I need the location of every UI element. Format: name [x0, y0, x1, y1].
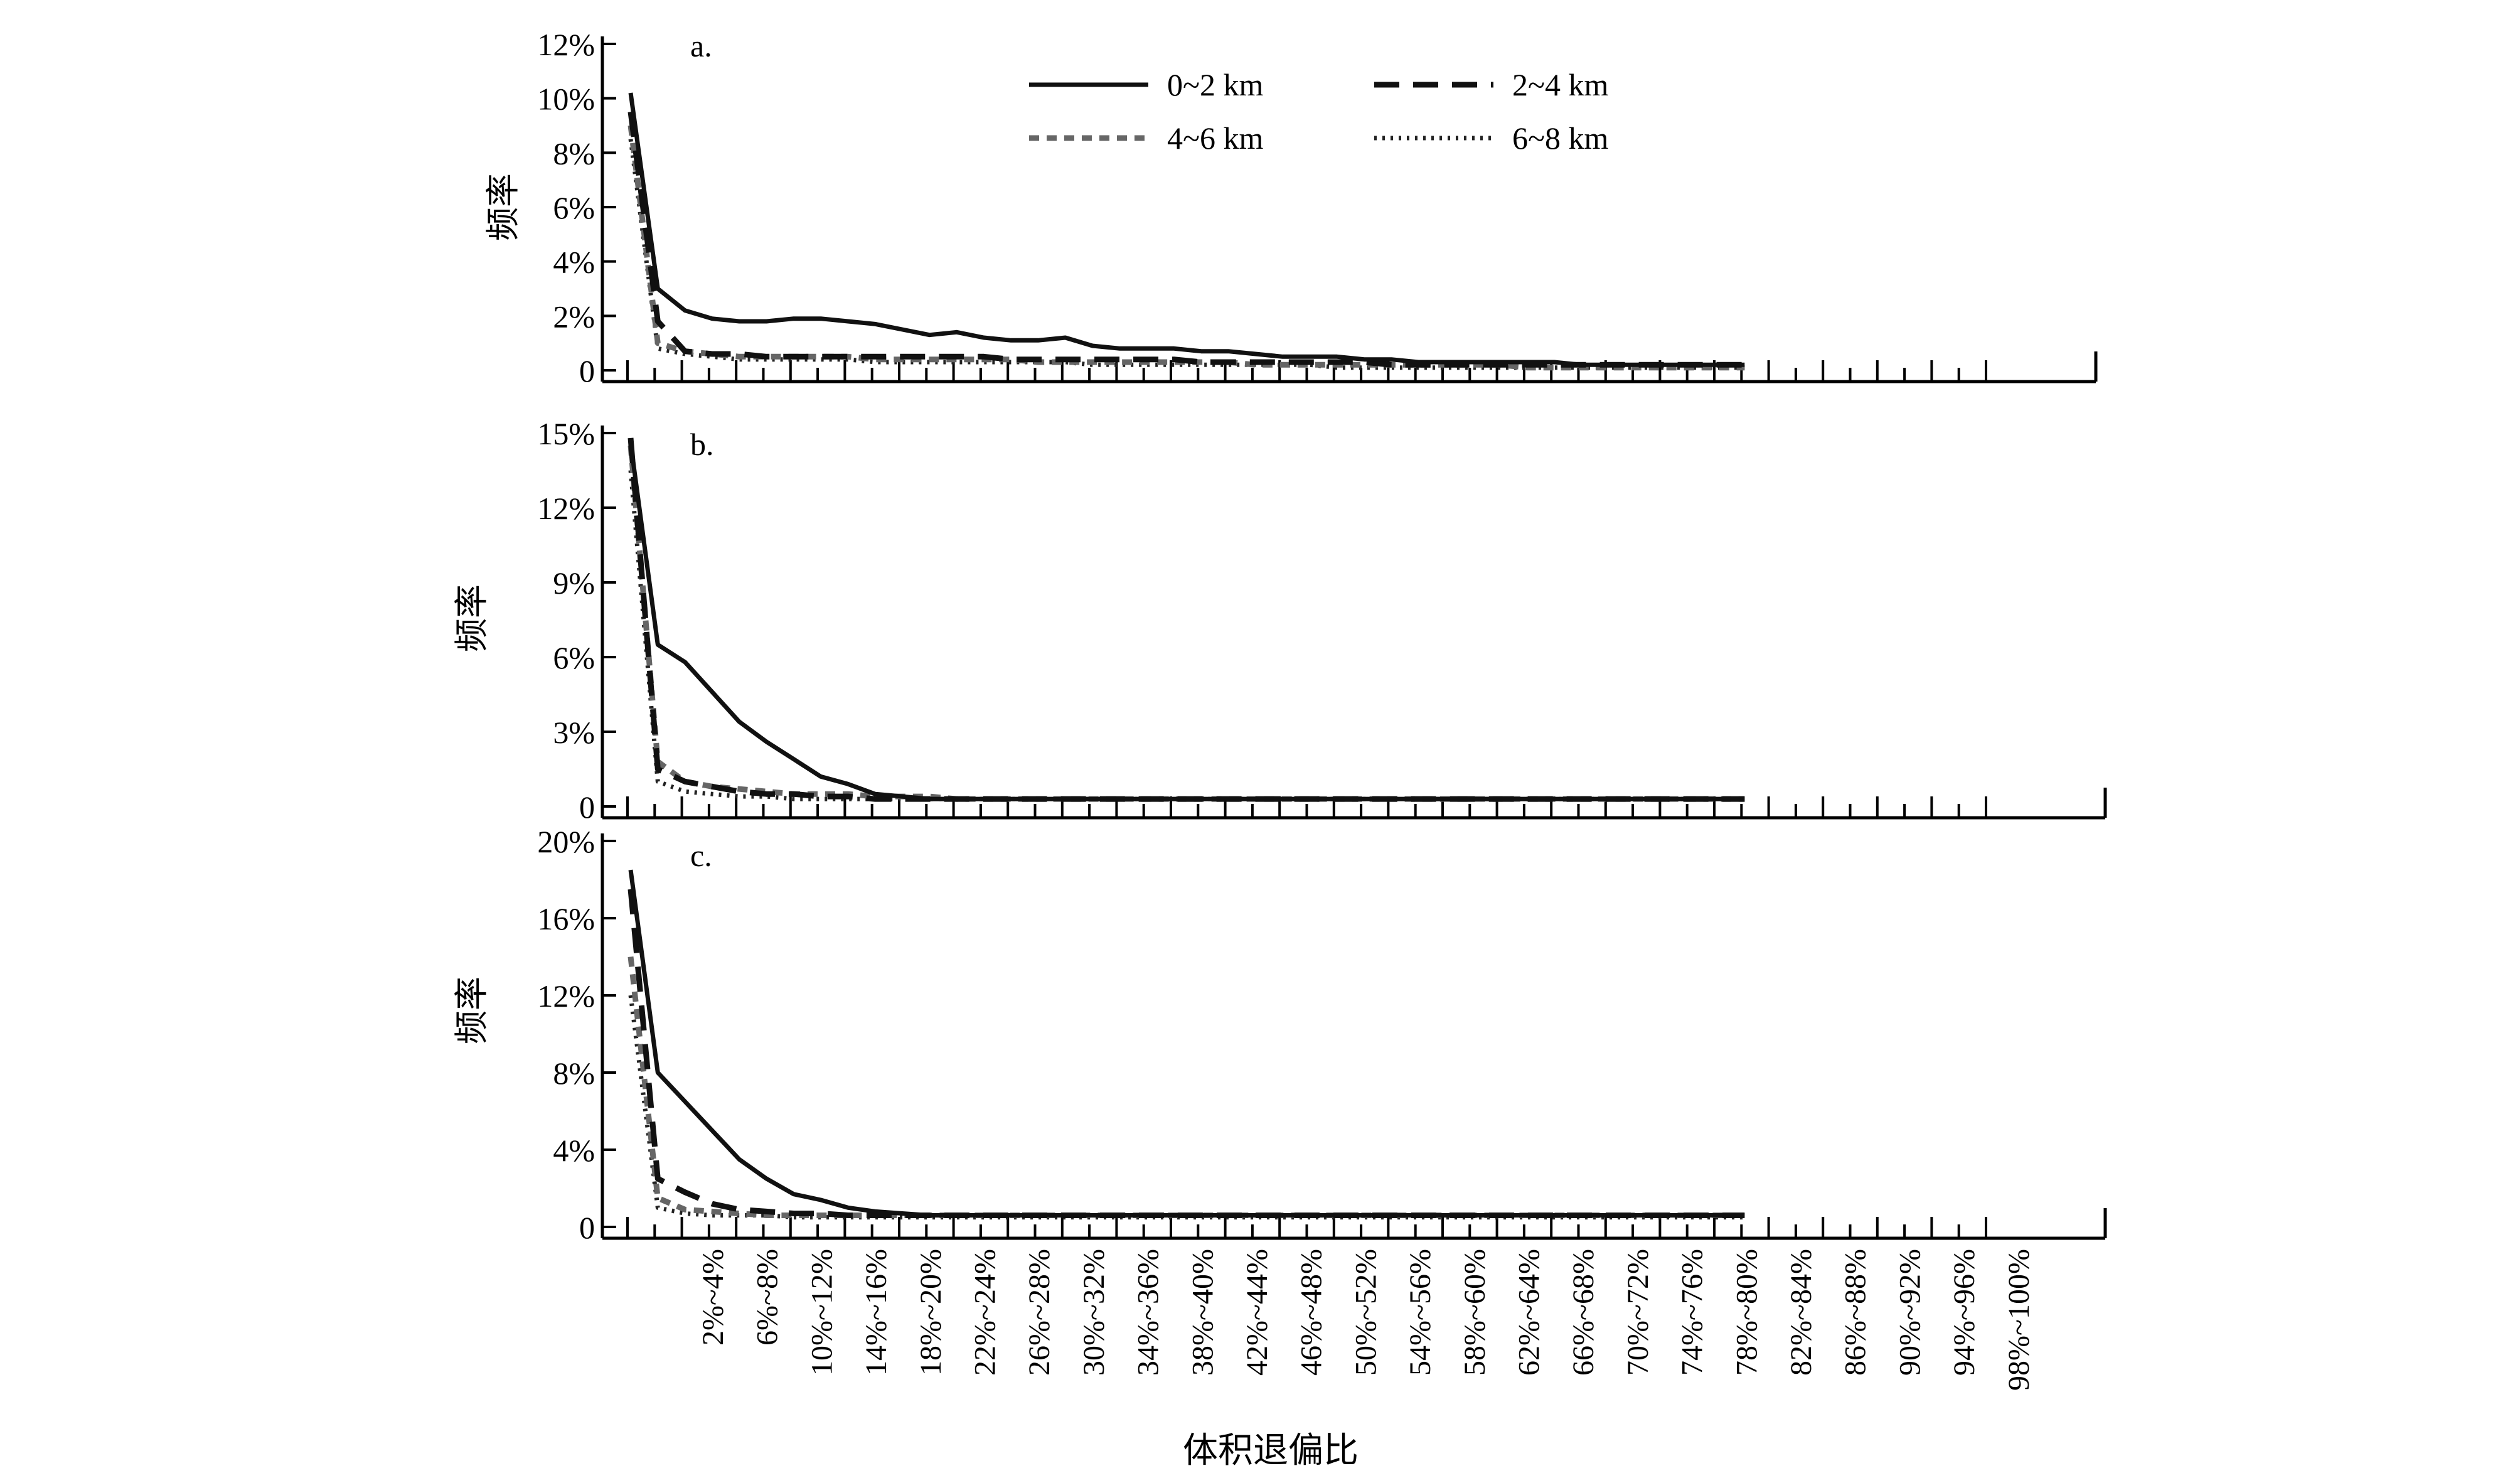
x-tick-label: 22%~24%: [969, 1249, 1002, 1376]
y-tick-label: 20%: [537, 824, 595, 859]
panel-label: c.: [690, 838, 712, 873]
y-tick-label: 2%: [553, 299, 595, 334]
series-line-2-4---: [627, 437, 1745, 802]
y-tick-label: 10%: [537, 82, 595, 117]
series-line-4-6---: [627, 125, 1745, 371]
x-tick-label: 6%~8%: [751, 1249, 784, 1346]
y-tick-label: 6%: [553, 640, 595, 675]
x-tick-label: 18%~20%: [914, 1249, 948, 1376]
x-tick-label: 26%~28%: [1023, 1249, 1056, 1376]
y-tick-label: 12%: [537, 491, 595, 526]
x-tick-label: 78%~80%: [1730, 1249, 1763, 1376]
x-tick-label: 50%~52%: [1349, 1249, 1382, 1376]
y-tick-label: 12%: [537, 27, 595, 62]
x-tick-label: 42%~44%: [1241, 1249, 1274, 1376]
legend-item: 6~8 km: [1374, 120, 1609, 156]
series-line-6-8---: [628, 139, 1745, 370]
panel-a: 0 2% 4% 6% 8% 10% 12% 频率 a.: [484, 27, 2098, 388]
x-tick-label: 30%~32%: [1077, 1249, 1111, 1376]
y-tick-label: 9%: [553, 565, 595, 601]
x-tick-label: 46%~48%: [1295, 1249, 1328, 1376]
x-tick-label: 86%~88%: [1839, 1249, 1872, 1376]
y-axis-label: 频率: [453, 584, 491, 652]
series-line-4-6---: [627, 445, 1745, 802]
y-tick-label: 6%: [553, 190, 595, 225]
legend: 0~2 km 2~4 km 4~6 km 6~8 km: [1029, 67, 1609, 156]
y-tick-label: 4%: [553, 245, 595, 280]
legend-label: 4~6 km: [1167, 120, 1264, 156]
y-tick-label: 0: [579, 790, 595, 825]
legend-item: 4~6 km: [1029, 120, 1264, 156]
panels: 0 2% 4% 6% 8% 10% 12% 频率 a. 0 3% 6% 9% 12% 15% 频率 b. 0 4% 8…: [453, 27, 2107, 1245]
x-tick-label: 58%~60%: [1458, 1249, 1492, 1376]
y-tick-label: 0: [579, 353, 595, 388]
y-tick-label: 15%: [537, 416, 595, 451]
panel-label: b.: [690, 427, 714, 462]
x-tick-label: 10%~12%: [805, 1249, 838, 1376]
legend-label: 2~4 km: [1512, 67, 1609, 102]
panel-c: 0 4% 8% 12% 16% 20% 频率 c.: [453, 824, 2107, 1245]
x-tick-labels: 2%~4% 6%~8% 10%~12% 14%~16% 18%~20% 22%~24% 26…: [697, 1249, 2036, 1391]
y-tick-label: 12%: [537, 978, 595, 1014]
x-tick-label: 62%~64%: [1513, 1249, 1546, 1376]
y-tick-label: 8%: [553, 136, 595, 171]
legend-label: 0~2 km: [1167, 67, 1264, 102]
panel-label: a.: [690, 28, 712, 63]
x-tick-label: 2%~4%: [697, 1249, 730, 1346]
y-axis-label: 频率: [484, 173, 522, 241]
y-axis-label: 频率: [453, 977, 491, 1044]
y-tick-label: 16%: [537, 901, 595, 936]
x-axis-label: 体积退偏比: [1183, 1432, 1359, 1470]
x-tick-label: 54%~56%: [1404, 1249, 1437, 1376]
x-tick-label: 90%~92%: [1893, 1249, 1926, 1376]
x-tick-label: 82%~84%: [1785, 1249, 1818, 1376]
series-line-0-2---: [628, 869, 1745, 1218]
legend-item: 0~2 km: [1029, 67, 1264, 102]
x-tick-label: 14%~16%: [860, 1249, 893, 1376]
series-line-4-6---: [627, 956, 1745, 1218]
series-line-0-2---: [628, 442, 1745, 801]
y-tick-label: 3%: [553, 715, 595, 750]
y-tick-label: 8%: [553, 1056, 595, 1091]
panel-b: 0 3% 6% 9% 12% 15% 频率 b.: [453, 416, 2107, 825]
x-tick-label: 94%~96%: [1948, 1249, 1981, 1376]
x-tick-label: 70%~72%: [1621, 1249, 1655, 1376]
y-tick-label: 0: [579, 1210, 595, 1245]
series-line-6-8---: [628, 470, 1745, 801]
legend-item: 2~4 km: [1374, 67, 1609, 102]
series-line-2-4---: [627, 111, 1745, 368]
x-tick-label: 38%~40%: [1186, 1249, 1219, 1376]
legend-label: 6~8 km: [1512, 120, 1609, 156]
x-tick-label: 34%~36%: [1132, 1249, 1165, 1376]
x-tick-label: 98%~100%: [2002, 1249, 2036, 1391]
x-tick-label: 66%~68%: [1567, 1249, 1600, 1376]
series-line-0-2---: [628, 92, 1745, 367]
series-line-2-4---: [627, 889, 1745, 1218]
x-tick-label: 74%~76%: [1676, 1249, 1709, 1376]
series-line-6-8---: [628, 995, 1745, 1220]
y-tick-label: 4%: [553, 1133, 595, 1168]
